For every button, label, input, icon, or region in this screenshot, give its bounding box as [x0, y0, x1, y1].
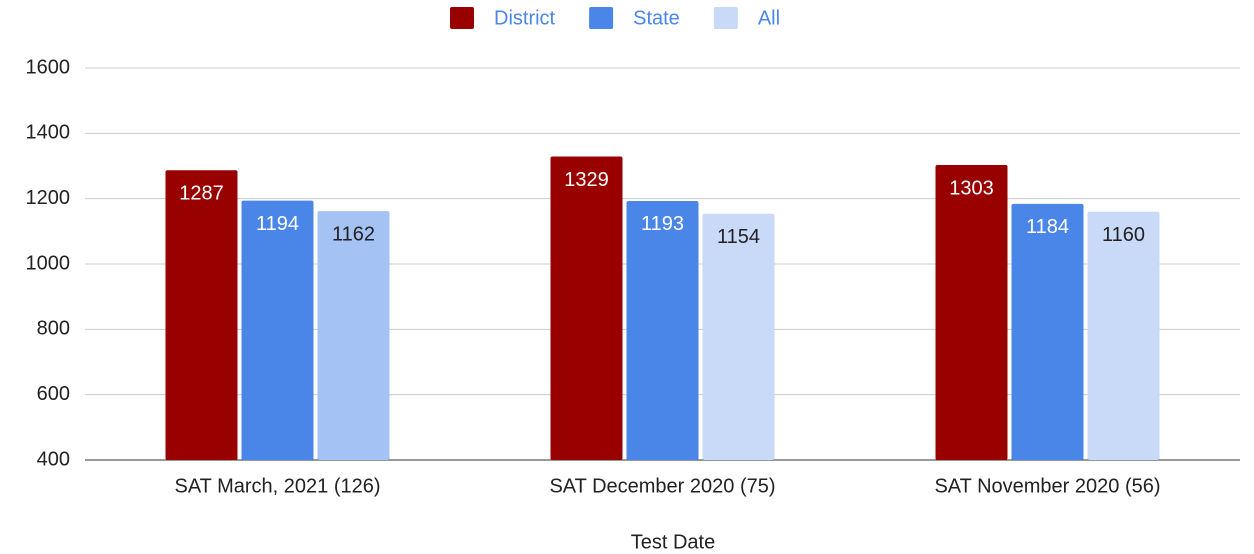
- y-tick-label: 800: [37, 318, 70, 340]
- y-tick-label: 600: [37, 383, 70, 405]
- bar: [935, 165, 1008, 460]
- data-label: 1160: [1102, 224, 1145, 246]
- data-label: 1329: [564, 169, 609, 191]
- bar: [317, 211, 390, 460]
- data-label: 1194: [256, 213, 299, 235]
- bar: [702, 213, 775, 460]
- bar: [1087, 211, 1160, 460]
- x-tick-label: SAT March, 2021 (126): [174, 475, 380, 497]
- legend-swatch: [589, 7, 614, 29]
- bar: [550, 156, 623, 460]
- x-tick-label: SAT November 2020 (56): [934, 475, 1160, 497]
- data-label: 1193: [641, 213, 684, 235]
- legend-label: District: [494, 7, 556, 29]
- data-label: 1287: [179, 183, 224, 205]
- bar: [1011, 203, 1084, 461]
- data-label: 1162: [332, 223, 375, 245]
- data-label: 1154: [717, 226, 760, 248]
- legend-swatch: [450, 7, 474, 29]
- y-tick-label: 400: [37, 448, 70, 470]
- data-label: 1184: [1026, 216, 1069, 238]
- y-tick-label: 1400: [26, 122, 71, 144]
- y-tick-label: 1000: [26, 252, 71, 274]
- legend-label: State: [633, 7, 680, 29]
- x-axis-label: Test Date: [631, 531, 715, 553]
- y-tick-label: 1600: [26, 56, 71, 78]
- legend-label: All: [758, 7, 780, 29]
- bar: [626, 200, 699, 460]
- data-label: 1303: [949, 177, 994, 199]
- x-tick-label: SAT December 2020 (75): [549, 475, 775, 497]
- y-tick-label: 1200: [26, 187, 71, 209]
- bar: [165, 170, 238, 460]
- bar: [241, 200, 314, 461]
- legend-swatch: [713, 7, 738, 29]
